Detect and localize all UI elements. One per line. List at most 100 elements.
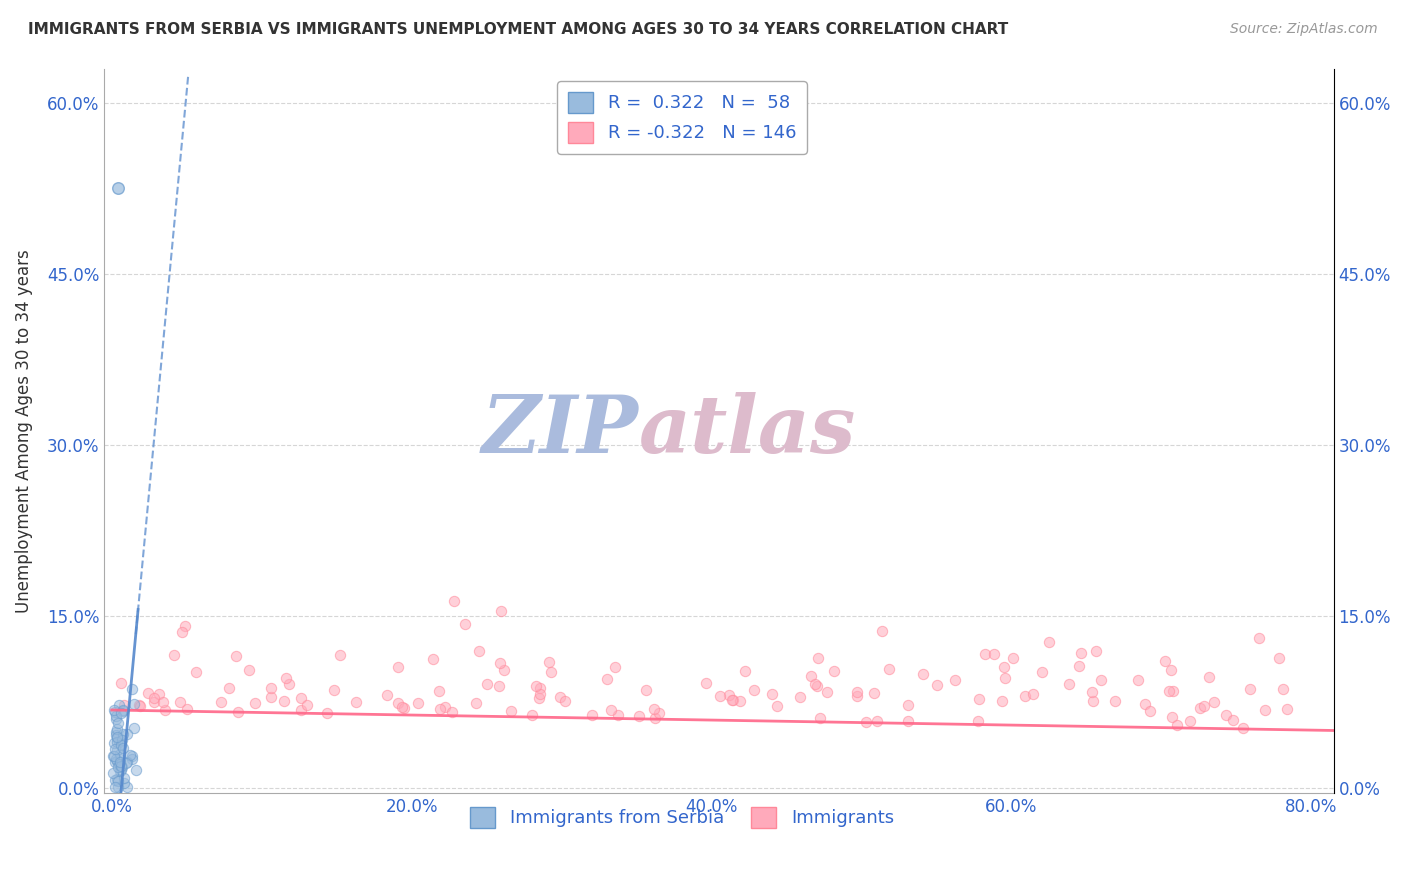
- Point: [122, 698, 145, 712]
- Point: [606, 707, 628, 722]
- Point: [807, 651, 830, 665]
- Point: [994, 671, 1017, 685]
- Point: [406, 696, 429, 710]
- Point: [103, 703, 125, 717]
- Point: [375, 688, 398, 702]
- Point: [1038, 634, 1060, 648]
- Point: [489, 656, 512, 670]
- Point: [422, 652, 444, 666]
- Point: [225, 649, 247, 664]
- Point: [105, 722, 128, 736]
- Point: [1232, 721, 1254, 735]
- Point: [1215, 707, 1237, 722]
- Point: [1194, 698, 1216, 713]
- Point: [112, 704, 135, 718]
- Point: [648, 706, 671, 721]
- Point: [391, 699, 413, 714]
- Point: [108, 755, 131, 769]
- Point: [120, 747, 142, 762]
- Point: [104, 772, 127, 787]
- Point: [274, 671, 297, 685]
- Point: [863, 686, 886, 700]
- Point: [721, 692, 744, 706]
- Point: [969, 691, 991, 706]
- Point: [228, 705, 250, 719]
- Point: [1135, 697, 1157, 711]
- Point: [520, 707, 543, 722]
- Point: [163, 648, 186, 662]
- Point: [110, 706, 132, 720]
- Point: [870, 624, 893, 638]
- Point: [866, 714, 889, 728]
- Point: [107, 760, 129, 774]
- Point: [1014, 689, 1036, 703]
- Point: [529, 687, 551, 701]
- Point: [273, 693, 295, 707]
- Point: [105, 728, 128, 742]
- Point: [112, 698, 135, 712]
- Point: [103, 748, 125, 763]
- Point: [695, 675, 717, 690]
- Point: [943, 673, 966, 687]
- Point: [845, 685, 868, 699]
- Point: [108, 757, 131, 772]
- Point: [290, 703, 312, 717]
- Point: [387, 697, 409, 711]
- Point: [329, 648, 352, 663]
- Point: [808, 711, 831, 725]
- Point: [527, 691, 550, 706]
- Point: [967, 714, 990, 729]
- Point: [1153, 654, 1175, 668]
- Point: [238, 663, 260, 677]
- Point: [1022, 687, 1045, 701]
- Point: [110, 764, 132, 778]
- Text: IMMIGRANTS FROM SERBIA VS IMMIGRANTS UNEMPLOYMENT AMONG AGES 30 TO 34 YEARS CORR: IMMIGRANTS FROM SERBIA VS IMMIGRANTS UNE…: [28, 22, 1008, 37]
- Point: [643, 702, 665, 716]
- Point: [806, 679, 828, 693]
- Point: [538, 655, 561, 669]
- Point: [846, 690, 869, 704]
- Point: [488, 679, 510, 693]
- Point: [709, 689, 731, 703]
- Point: [209, 694, 232, 708]
- Point: [717, 688, 740, 702]
- Point: [115, 780, 138, 795]
- Point: [761, 687, 783, 701]
- Point: [186, 665, 208, 680]
- Point: [1057, 677, 1080, 691]
- Point: [634, 683, 657, 698]
- Point: [1160, 663, 1182, 677]
- Point: [105, 709, 128, 723]
- Point: [911, 666, 934, 681]
- Point: [387, 660, 409, 674]
- Point: [111, 732, 134, 747]
- Point: [728, 694, 751, 708]
- Point: [427, 684, 450, 698]
- Point: [104, 706, 127, 720]
- Point: [1157, 684, 1180, 698]
- Point: [105, 731, 128, 745]
- Point: [121, 752, 143, 766]
- Point: [603, 660, 626, 674]
- Point: [1277, 702, 1299, 716]
- Point: [315, 706, 337, 720]
- Point: [734, 664, 756, 678]
- Point: [110, 738, 132, 752]
- Point: [142, 695, 165, 709]
- Point: [429, 702, 451, 716]
- Point: [108, 756, 131, 771]
- Point: [897, 714, 920, 728]
- Point: [243, 696, 266, 710]
- Point: [104, 780, 127, 794]
- Point: [744, 682, 766, 697]
- Point: [107, 772, 129, 786]
- Point: [1069, 659, 1091, 673]
- Text: Source: ZipAtlas.com: Source: ZipAtlas.com: [1230, 22, 1378, 37]
- Point: [105, 735, 128, 749]
- Point: [108, 752, 131, 766]
- Point: [112, 771, 135, 785]
- Point: [1084, 643, 1107, 657]
- Point: [125, 763, 148, 777]
- Point: [993, 660, 1015, 674]
- Point: [108, 734, 131, 748]
